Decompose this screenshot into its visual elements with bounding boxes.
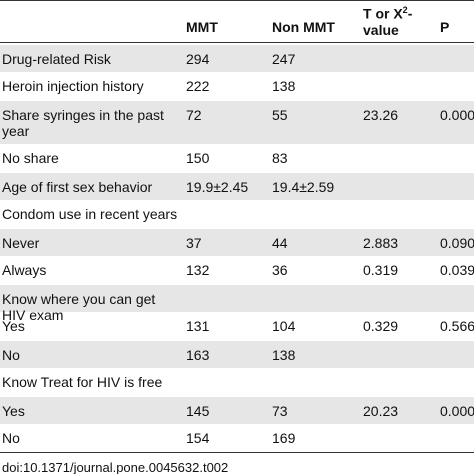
table-row: No 154 169 bbox=[0, 424, 474, 452]
table-cell: 0.039 bbox=[440, 262, 474, 278]
header-cell: Non MMT bbox=[272, 19, 335, 35]
table-cell: 19.4±2.59 bbox=[272, 179, 335, 195]
table-cell: 36 bbox=[272, 262, 288, 278]
row-label: No share bbox=[2, 150, 59, 166]
header-text: T or X bbox=[363, 5, 403, 22]
header-text: value bbox=[363, 21, 399, 38]
table-cell: 0.000 bbox=[440, 403, 474, 419]
table-row: Yes 131 104 0.329 0.566 bbox=[0, 312, 474, 340]
row-label: No bbox=[2, 430, 20, 446]
header-text: - bbox=[407, 5, 413, 22]
footer: doi:10.1371/journal.pone.0045632.t002 bbox=[2, 460, 229, 474]
table-cell: 150 bbox=[186, 150, 210, 166]
table-row: Know where you can get HIV exam bbox=[0, 284, 474, 323]
header-cell: T or X2- value bbox=[363, 2, 412, 38]
table-row: No share 150 83 bbox=[0, 144, 474, 172]
row-label: Drug-related Risk bbox=[2, 51, 111, 67]
table-cell: 20.23 bbox=[363, 403, 399, 419]
row-label: Always bbox=[2, 262, 47, 278]
table-cell: 0.319 bbox=[363, 262, 399, 278]
row-label: Share syringes in the past year bbox=[2, 107, 164, 139]
table-cell: 169 bbox=[272, 430, 296, 446]
table-row: Never 37 44 2.883 0.090 bbox=[0, 228, 474, 256]
row-label: Condom use in recent years bbox=[2, 206, 178, 222]
table-cell: 83 bbox=[272, 150, 288, 166]
table-row: Drug-related Risk 294 247 bbox=[0, 44, 474, 72]
table-row: Always 132 36 0.319 0.039 bbox=[0, 256, 474, 284]
table-row: No 163 138 bbox=[0, 340, 474, 368]
table-cell: 0.329 bbox=[363, 318, 399, 334]
table-cell: 131 bbox=[186, 318, 210, 334]
row-label: Heroin injection history bbox=[2, 78, 144, 94]
row-label: No bbox=[2, 347, 20, 363]
table-cell: 104 bbox=[272, 318, 296, 334]
table-cell: 0.566 bbox=[440, 318, 474, 334]
table-cell: 72 bbox=[186, 107, 202, 123]
table-cell: 145 bbox=[186, 403, 210, 419]
row-label: Yes bbox=[2, 403, 25, 419]
table-cell: 55 bbox=[272, 107, 288, 123]
table-row: Yes 145 73 20.23 0.000 bbox=[0, 396, 474, 424]
row-label: Know Treat for HIV is free bbox=[2, 374, 163, 390]
header-cell: P bbox=[440, 19, 450, 35]
table-cell: 132 bbox=[186, 262, 210, 278]
table-cell: 19.9±2.45 bbox=[186, 179, 249, 195]
row-label: Know where you can get HIV exam bbox=[2, 291, 156, 323]
table-cell: 73 bbox=[272, 403, 288, 419]
row-label: Age of first sex behavior bbox=[2, 179, 153, 195]
table-cell: 138 bbox=[272, 78, 296, 94]
table-cell: 247 bbox=[272, 51, 296, 67]
header-cell: MMT bbox=[186, 19, 218, 35]
row-label: Yes bbox=[2, 318, 25, 334]
table-row: Age of first sex behavior 19.9±2.45 19.4±2… bbox=[0, 172, 474, 200]
table-cell: 222 bbox=[186, 78, 210, 94]
table-cell: 154 bbox=[186, 430, 210, 446]
table-cell: 2.883 bbox=[363, 235, 399, 251]
table-cell: 0.000 bbox=[440, 107, 474, 123]
table-cell: 0.090 bbox=[440, 235, 474, 251]
row-label: Never bbox=[2, 235, 40, 251]
bottom-rule bbox=[0, 452, 474, 453]
table-row: Heroin injection history 222 138 bbox=[0, 72, 474, 100]
table-cell: 44 bbox=[272, 235, 288, 251]
table-cell: 37 bbox=[186, 235, 202, 251]
table-row: Share syringes in the past year 72 55 23.26… bbox=[0, 100, 474, 144]
top-rule bbox=[0, 0, 474, 1]
table-cell: 138 bbox=[272, 347, 296, 363]
table-row: Know Treat for HIV is free bbox=[0, 368, 474, 396]
table-cell: 23.26 bbox=[363, 107, 399, 123]
header-rule bbox=[0, 42, 474, 43]
table-row: Condom use in recent years bbox=[0, 200, 474, 228]
table-cell: 294 bbox=[186, 51, 210, 67]
superscript: 2 bbox=[402, 5, 408, 15]
table-cell: 163 bbox=[186, 347, 210, 363]
header-row: MMT Non MMT T or X2- value P bbox=[0, 0, 474, 42]
